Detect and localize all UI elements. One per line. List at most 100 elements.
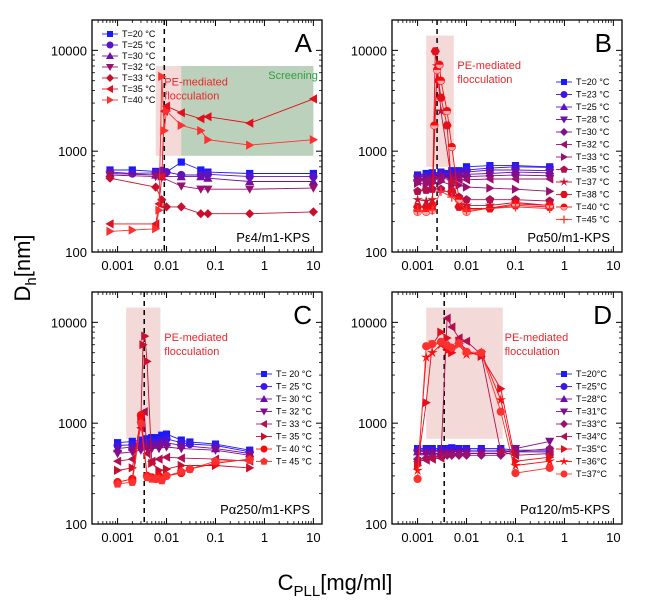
data-point: [204, 135, 213, 145]
data-point: [462, 195, 471, 204]
y-tick-label: 100: [365, 517, 387, 532]
series-T-45-C: [412, 186, 555, 215]
data-point: [196, 209, 206, 219]
data-point: [511, 184, 521, 194]
data-point: [476, 450, 486, 460]
data-point: [485, 174, 494, 184]
data-point: [136, 411, 146, 420]
data-point: [114, 465, 123, 475]
data-point: [545, 203, 555, 214]
y-tick-label: 1000: [58, 144, 87, 159]
data-point: [413, 186, 422, 195]
data-point: [545, 437, 555, 446]
legend-entry: T=33 °C: [576, 152, 610, 162]
legend-marker: [560, 470, 568, 478]
legend: T=20°C T=25°C T=28°C T=31°C T=33°C T=34°C T=35…: [556, 369, 607, 479]
data-point: [176, 445, 186, 454]
legend-entry: T=37 °C: [576, 177, 610, 187]
data-point: [161, 443, 172, 452]
x-tick-label: 1: [261, 530, 268, 545]
region-label: PE-mediated flocculation: [164, 332, 228, 358]
legend-entry: T=38 °C: [576, 190, 610, 200]
x-tick-label: 0.001: [101, 258, 134, 273]
legend-marker: [260, 383, 268, 390]
data-point: [245, 176, 255, 186]
data-point: [427, 205, 437, 215]
data-point-half: [430, 125, 438, 130]
legend-marker-half: [561, 207, 567, 210]
data-point: [436, 453, 445, 463]
data-point: [309, 172, 318, 181]
series-T-45-C: [113, 418, 255, 488]
legend-entry: T=30 °C: [576, 127, 610, 137]
data-point-half: [443, 111, 451, 115]
data-point: [177, 158, 185, 166]
data-point: [308, 94, 317, 104]
data-point: [246, 463, 255, 473]
data-point: [139, 407, 148, 417]
legend-marker: [560, 91, 568, 98]
x-tick-label: 1: [561, 530, 568, 545]
data-point: [139, 340, 148, 350]
legend-entry: T= 40 °C: [276, 444, 312, 454]
sample-label: Pα250/m1-KPS: [220, 502, 310, 517]
x-tick-label: 1: [561, 258, 568, 273]
data-point: [136, 446, 146, 455]
y-tick-label: 10000: [351, 315, 387, 330]
y-tick-label: 100: [365, 245, 387, 260]
legend-entry: T=25 °C: [122, 40, 156, 50]
legend-marker: [260, 420, 267, 428]
legend-entry: T= 20 °C: [276, 369, 312, 379]
data-point: [154, 199, 163, 209]
data-point-half: [448, 147, 456, 151]
data-point: [461, 175, 471, 185]
data-point: [309, 135, 318, 145]
data-point: [443, 333, 452, 343]
legend-marker: [260, 445, 268, 453]
region-label: PE-mediated flocculation: [457, 60, 521, 86]
legend-marker: [560, 116, 568, 124]
legend: T=20 °C T=23 °C T=25 °C T=28 °C T=30 °C T=32 …: [556, 77, 610, 225]
data-point: [495, 394, 507, 405]
data-point: [447, 450, 457, 460]
x-tick-label: 0.001: [401, 258, 434, 273]
legend-marker: [560, 215, 568, 224]
x-tick-label: 0.01: [154, 530, 179, 545]
data-point: [545, 174, 554, 184]
data-point: [128, 477, 137, 486]
legend-entry: T= 35 °C: [276, 432, 312, 442]
data-point: [148, 458, 157, 468]
data-point: [462, 347, 471, 356]
x-tick-label: 0.001: [101, 530, 134, 545]
x-tick-label: 1: [261, 258, 268, 273]
data-point: [442, 313, 451, 323]
data-point: [176, 172, 186, 181]
legend-entry: T=28°C: [576, 394, 607, 404]
legend-entry: T=30 °C: [122, 51, 156, 61]
x-tick-label: 0.1: [206, 530, 224, 545]
data-point: [158, 71, 167, 82]
legend-entry: T=40 °C: [122, 95, 156, 105]
panel-label: C: [293, 300, 312, 330]
legend-marker: [261, 371, 267, 377]
legend-entry: T=35 °C: [576, 165, 610, 175]
data-point: [161, 101, 171, 111]
series-line: [109, 76, 314, 232]
legend-entry: T=20 °C: [576, 77, 610, 87]
y-tick-label: 100: [65, 245, 87, 260]
data-point: [454, 450, 464, 460]
legend-marker: [106, 74, 114, 82]
data-point: [427, 347, 438, 358]
data-point: [210, 446, 221, 455]
data-point-half: [435, 64, 444, 69]
data-point: [176, 467, 186, 476]
region-label: Screening: [268, 70, 318, 82]
data-point: [461, 205, 472, 215]
legend-marker: [561, 79, 567, 85]
data-point: [176, 182, 186, 191]
data-point: [510, 202, 521, 212]
data-point: [446, 175, 458, 187]
data-point: [511, 468, 520, 478]
legend-marker: [106, 41, 114, 49]
